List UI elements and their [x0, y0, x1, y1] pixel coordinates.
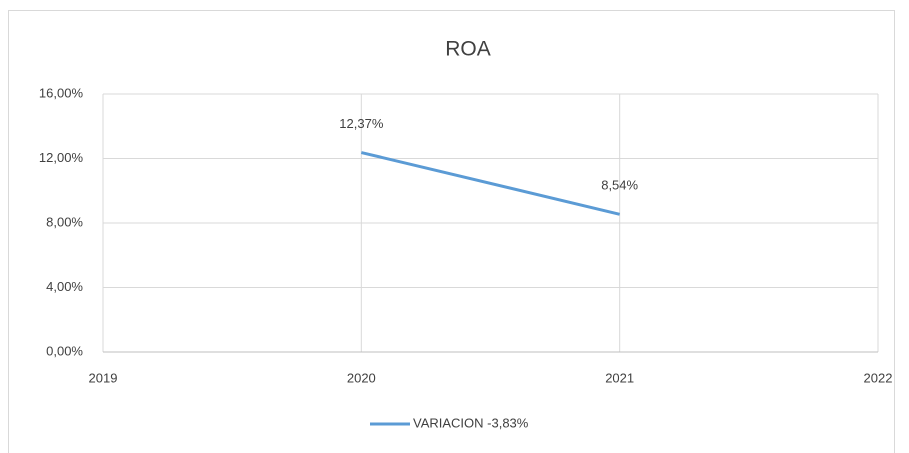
y-tick-label: 12,00% — [39, 150, 84, 165]
data-label: 8,54% — [601, 178, 638, 193]
x-tick-label: 2021 — [605, 370, 634, 385]
x-tick-label: 2020 — [347, 370, 376, 385]
y-tick-label: 8,00% — [46, 214, 83, 229]
line — [360, 151, 621, 216]
data-label: 12,37% — [339, 116, 384, 131]
x-tick-label: 2019 — [89, 370, 118, 385]
y-tick-label: 0,00% — [46, 343, 83, 358]
legend-label: VARIACION -3,83% — [413, 415, 529, 430]
chart-title: ROA — [445, 38, 491, 61]
chart-border — [8, 10, 895, 453]
y-tick-label: 4,00% — [46, 279, 83, 294]
y-tick-label: 16,00% — [39, 85, 84, 100]
x-tick-label: 2022 — [864, 370, 893, 385]
